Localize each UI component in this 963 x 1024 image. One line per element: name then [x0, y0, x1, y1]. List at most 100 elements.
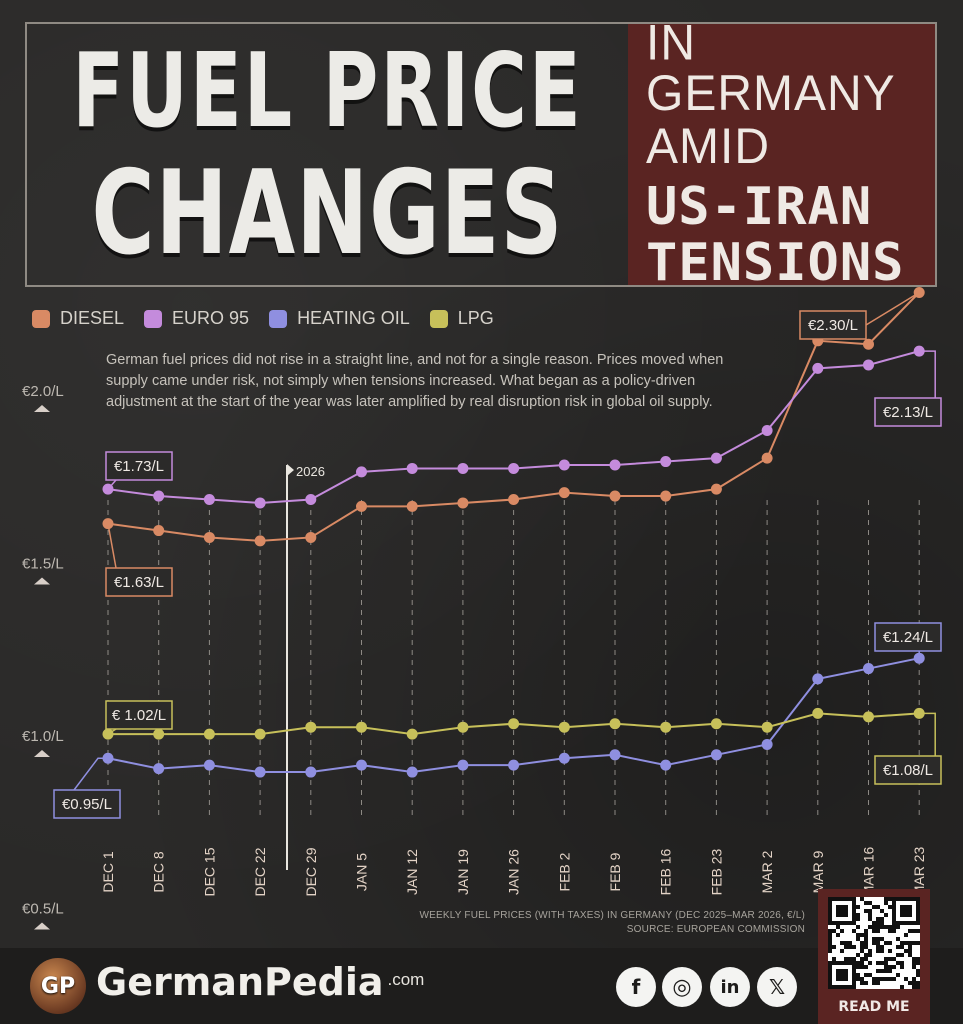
read-me-qr[interactable]: READ ME [818, 889, 930, 1024]
qr-module [908, 949, 912, 953]
callout-leader [73, 757, 108, 791]
legend-item-diesel: DIESEL [32, 308, 124, 329]
qr-module [852, 929, 856, 933]
qr-module [872, 921, 876, 925]
data-point [660, 490, 672, 502]
data-point [761, 452, 773, 464]
read-me-label: READ ME [838, 999, 910, 1015]
qr-module [900, 985, 904, 989]
legend-item-euro95: EURO 95 [144, 308, 249, 329]
x-tick-label: MAR 9 [810, 850, 826, 893]
callout-label: €0.95/L [62, 796, 112, 813]
instagram-icon[interactable]: ◎ [662, 967, 702, 1007]
qr-module [868, 953, 872, 957]
data-point [812, 362, 824, 374]
y-tick-marker [34, 922, 50, 930]
qr-module [864, 929, 868, 933]
callout-label: €2.13/L [883, 404, 933, 421]
data-point [356, 466, 367, 478]
qr-module [860, 965, 864, 969]
facebook-icon[interactable]: f [616, 967, 656, 1007]
legend-label-diesel: DIESEL [60, 308, 125, 328]
brand-logo[interactable]: GP [30, 958, 86, 1014]
qr-module [884, 965, 888, 969]
qr-module [868, 909, 872, 913]
callout-label: €1.63/L [114, 574, 164, 591]
data-point [305, 531, 317, 543]
legend-label-lpg: LPG [457, 308, 494, 328]
x-tick-label: JAN 19 [455, 849, 471, 895]
data-point [710, 483, 722, 495]
qr-module [828, 941, 832, 945]
qr-module [884, 897, 888, 901]
qr-module [840, 949, 844, 953]
callout-box [874, 397, 942, 427]
x-tick-label: JAN 12 [404, 849, 420, 895]
qr-module [892, 957, 896, 961]
qr-module [876, 937, 880, 941]
data-point [710, 749, 722, 761]
qr-module [868, 913, 872, 917]
qr-module [916, 985, 920, 989]
qr-module [840, 929, 844, 933]
qr-module [868, 901, 872, 905]
callout-label: €2.30/L [808, 317, 858, 334]
qr-module [888, 929, 892, 933]
data-point [761, 721, 773, 733]
qr-module [848, 957, 852, 961]
data-point [305, 766, 317, 778]
qr-module [872, 981, 876, 985]
brand[interactable]: GermanPedia .com [96, 960, 424, 1004]
qr-module [840, 941, 844, 945]
qr-code [828, 897, 920, 989]
chart-description: German fuel prices did not rise in a str… [106, 352, 724, 410]
x-icon[interactable]: 𝕏 [757, 967, 797, 1007]
data-point [609, 749, 621, 761]
brand-name: GermanPedia [96, 960, 384, 1004]
x-tick-label: DEC 22 [252, 847, 268, 896]
brand-suffix: .com [387, 970, 425, 989]
subtitle-block: IN GERMANY AMID US-IRAN TENSIONS [628, 18, 935, 289]
data-point [153, 525, 165, 537]
callout-leader [107, 523, 117, 569]
x-tick-label: MAR 23 [911, 847, 927, 898]
data-point [863, 338, 874, 350]
qr-module [896, 961, 900, 965]
data-point [457, 497, 469, 509]
qr-module [860, 941, 864, 945]
qr-module [868, 917, 872, 921]
qr-module [868, 961, 872, 965]
qr-module [888, 949, 892, 953]
qr-module [828, 945, 832, 949]
callout-box [874, 755, 942, 785]
callout-leader [865, 291, 920, 326]
qr-module [832, 957, 836, 961]
qr-module [836, 925, 840, 929]
qr-module [856, 917, 860, 921]
qr-module [892, 929, 896, 933]
linkedin-icon[interactable]: in [710, 967, 750, 1007]
qr-module [896, 953, 900, 957]
data-point [356, 500, 367, 512]
y-tick-marker [34, 750, 50, 757]
qr-module [888, 977, 892, 981]
callout-box [105, 451, 173, 481]
chart-source-note: WEEKLY FUEL PRICES (WITH TAXES) IN GERMA… [419, 909, 805, 937]
legend-label-heating-oil: HEATING OIL [297, 308, 410, 328]
data-point [406, 728, 418, 740]
chart-source: SOURCE: EUROPEAN COMMISSION [626, 924, 805, 935]
qr-module [888, 905, 892, 909]
data-point [457, 721, 469, 733]
qr-module [856, 925, 860, 929]
data-point [558, 459, 570, 471]
qr-module [864, 957, 868, 961]
footer-bar [0, 948, 963, 1024]
qr-module [896, 945, 900, 949]
data-point [863, 711, 874, 723]
qr-code-graphic [828, 897, 920, 989]
qr-module [904, 933, 908, 937]
data-point [356, 721, 367, 733]
qr-module [884, 977, 888, 981]
data-point [254, 766, 266, 778]
